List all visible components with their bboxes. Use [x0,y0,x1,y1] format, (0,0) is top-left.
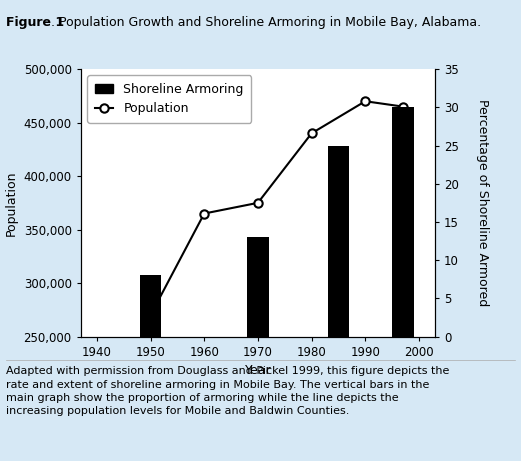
Text: Adapted with permission from Douglass and Pickel 1999, this figure depicts the
r: Adapted with permission from Douglass an… [6,366,450,416]
Bar [247,237,269,337]
Y-axis label: Population: Population [5,170,18,236]
Y-axis label: Percentage of Shoreline Armored: Percentage of Shoreline Armored [476,99,489,307]
Bar [392,107,414,337]
X-axis label: Year: Year [244,364,271,377]
Bar [140,275,162,337]
Legend: Shoreline Armoring, Population: Shoreline Armoring, Population [87,76,251,123]
Bar [328,146,349,337]
Text: Figure 1: Figure 1 [6,16,65,29]
Text: . Population Growth and Shoreline Armoring in Mobile Bay, Alabama.: . Population Growth and Shoreline Armori… [51,16,481,29]
